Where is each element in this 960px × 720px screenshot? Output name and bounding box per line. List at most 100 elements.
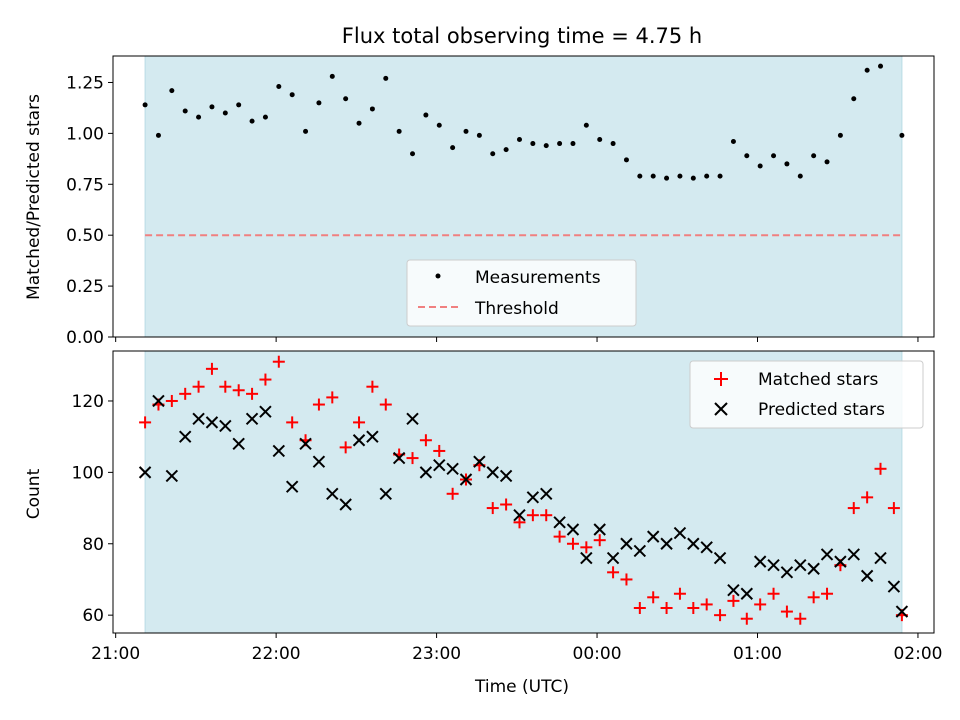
predicted-point-b (540, 487, 553, 500)
predicted-point-b (633, 544, 647, 558)
measurement-point (730, 139, 736, 145)
matched-point (339, 441, 352, 454)
measurement-point (717, 173, 723, 179)
axes-frame (112, 350, 935, 634)
measurement-point (570, 141, 576, 147)
predicted-point-b (820, 548, 834, 561)
measurement-point (784, 161, 790, 167)
measurement-point (209, 104, 215, 110)
matched-point (232, 384, 245, 397)
predicted-point-b (807, 562, 820, 575)
matched-point (500, 498, 513, 511)
measurement-point (329, 73, 335, 79)
x-tick-label: 22:00 (252, 644, 301, 664)
measurement-point (597, 136, 603, 142)
series-measurements (142, 63, 905, 181)
predicted-point-b (834, 555, 847, 568)
predicted-point-b (138, 466, 152, 479)
matched-point (272, 355, 285, 368)
measurement-point (142, 102, 148, 108)
x-tick-label: 01:00 (733, 644, 782, 664)
measurement-point (316, 100, 322, 106)
measurement-point (811, 153, 817, 159)
predicted-point (646, 530, 660, 543)
measurement-point (463, 128, 469, 134)
predicted-point-b (165, 469, 179, 483)
measurement-point (516, 136, 522, 142)
predicted-point (700, 541, 713, 554)
matched-point (366, 380, 379, 393)
predicted-point-b (620, 537, 633, 550)
predicted-point (366, 430, 379, 443)
measurement-point (650, 173, 656, 179)
legend-measurements-label: Measurements (475, 268, 601, 288)
count-y-axis-label: Count (24, 468, 44, 519)
predicted-point-b (205, 416, 219, 429)
predicted-point-b (285, 480, 299, 493)
predicted-point (687, 537, 700, 550)
matched-point (780, 605, 793, 618)
predicted-point (553, 516, 566, 529)
predicted-point (753, 555, 767, 568)
predicted-point-b (232, 437, 245, 451)
x-axis-label: Time (UTC) (474, 677, 569, 697)
predicted-point-b (887, 580, 901, 593)
predicted-point (780, 566, 794, 579)
measurement-point (396, 128, 402, 134)
predicted-point-b (459, 473, 473, 486)
predicted-point (299, 437, 312, 451)
predicted-point (580, 551, 593, 565)
predicted-point (259, 405, 272, 418)
measurement-point (690, 175, 696, 181)
measurement-point (222, 110, 228, 116)
predicted-point (178, 430, 192, 443)
measurement-point (169, 88, 175, 94)
predicted-point-b (178, 430, 192, 443)
predicted-point (847, 548, 860, 561)
predicted-point (152, 394, 165, 408)
measurement-point (851, 96, 857, 102)
measurement-point (369, 106, 375, 112)
measurement-point (476, 132, 482, 138)
predicted-point (767, 558, 780, 572)
matched-point (165, 394, 178, 407)
matched-point (861, 491, 874, 504)
predicted-point (285, 480, 299, 493)
predicted-point (232, 437, 245, 451)
matched-point (246, 387, 259, 400)
measurement-point (436, 122, 442, 128)
measurement-point (757, 163, 763, 169)
predicted-point-b (352, 434, 366, 447)
matched-point (513, 516, 526, 529)
measurement-point (864, 67, 870, 73)
predicted-point-b (606, 551, 620, 565)
y-tick-label: 120 (72, 392, 104, 412)
predicted-point-b (753, 555, 767, 568)
predicted-point-b (860, 569, 874, 583)
predicted-point (540, 487, 553, 500)
measurement-point (664, 175, 670, 181)
predicted-point-b (660, 537, 673, 550)
predicted-point-b (326, 487, 339, 500)
predicted-point-b (433, 459, 446, 472)
count-legend-box (689, 360, 924, 429)
matched-point (433, 444, 446, 457)
measurement-point (196, 114, 202, 120)
x-tick-label: 00:00 (573, 644, 622, 664)
measurement-point (530, 141, 536, 147)
predicted-point-b (339, 498, 352, 511)
legend-predicted-label: Predicted stars (758, 400, 885, 420)
measurement-point (623, 157, 629, 163)
measurement-point (356, 120, 362, 126)
predicted-point (446, 462, 459, 476)
y-tick-label: 0.50 (66, 226, 104, 246)
predicted-point-b (486, 466, 499, 479)
ratio-y-axis-label: Matched/Predicted stars (24, 94, 44, 300)
predicted-point (673, 526, 687, 540)
predicted-point (874, 551, 887, 565)
predicted-point (352, 434, 366, 447)
predicted-point-b (259, 405, 272, 418)
measurement-point (637, 173, 643, 179)
matched-point (446, 487, 459, 500)
